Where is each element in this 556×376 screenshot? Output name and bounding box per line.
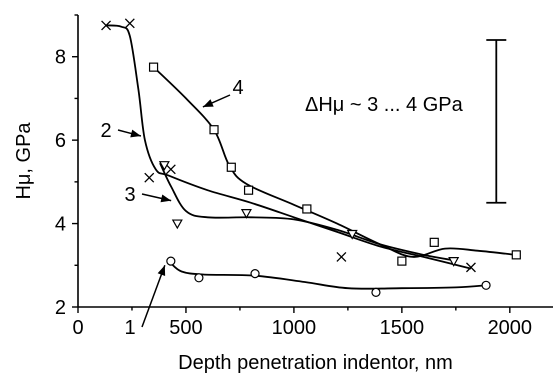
series-4-point <box>226 162 236 172</box>
series-3-point <box>171 219 183 230</box>
series-3-point <box>158 161 170 171</box>
curve-label-2: 2 <box>100 120 111 142</box>
curves <box>106 24 517 290</box>
curve-arrow-1 <box>141 264 166 328</box>
x-axis-title: Depth penetration indentor, nm <box>178 352 453 374</box>
series-2-point <box>124 18 135 29</box>
markers <box>101 18 521 297</box>
y-tick-label: 2 <box>55 297 66 319</box>
x-tick-label: 2000 <box>488 317 533 339</box>
series-2-point <box>101 20 112 31</box>
curve-arrow-2 <box>117 129 142 138</box>
annotations: 1 2 3 4 ΔHμ ~ 3 ... 4 GPa <box>100 39 507 339</box>
y-tick-label: 4 <box>55 214 66 236</box>
curve-arrow-4 <box>202 94 231 108</box>
curve-label-3: 3 <box>124 184 135 206</box>
x-tick-label: 1000 <box>272 317 317 339</box>
y-axis-title: Hμ, GPa <box>13 122 35 200</box>
y-tick-label: 8 <box>55 47 66 69</box>
curve-label-1: 1 <box>124 317 135 339</box>
curve-label-4: 4 <box>232 77 243 99</box>
series-1-point <box>371 287 381 297</box>
series-1-point <box>481 280 491 290</box>
series-4-point <box>429 237 439 247</box>
x-tick-label: 0 <box>72 317 83 339</box>
y-tick-label: 6 <box>55 130 66 152</box>
series-3-point <box>448 257 460 267</box>
series-3-point <box>346 229 358 240</box>
series-1-point <box>194 273 204 283</box>
series-1-point <box>250 269 260 279</box>
series-2-point <box>465 262 476 273</box>
series-4-point <box>209 125 219 135</box>
series-1-line <box>170 262 487 290</box>
x-tick-label: 500 <box>169 317 202 339</box>
series-1-point <box>166 256 176 266</box>
series-3-line <box>159 162 454 262</box>
curve-arrow-3 <box>141 193 172 203</box>
series-4-point <box>243 185 254 195</box>
delta-h-annotation: ΔHμ ~ 3 ... 4 GPa <box>305 94 464 116</box>
x-tick-label: 1500 <box>380 317 425 339</box>
series-2-point <box>336 251 347 262</box>
series-3-point <box>240 209 252 219</box>
series-4-point <box>511 250 521 260</box>
series-4-point <box>397 256 407 266</box>
axes: 0 500 1000 1500 2000 2 4 6 8 <box>55 14 553 339</box>
series-2-line <box>106 24 472 270</box>
series-2-point <box>165 164 176 175</box>
series-2-point <box>144 172 155 183</box>
series-4-point <box>302 204 312 214</box>
series-4-point <box>148 62 159 72</box>
